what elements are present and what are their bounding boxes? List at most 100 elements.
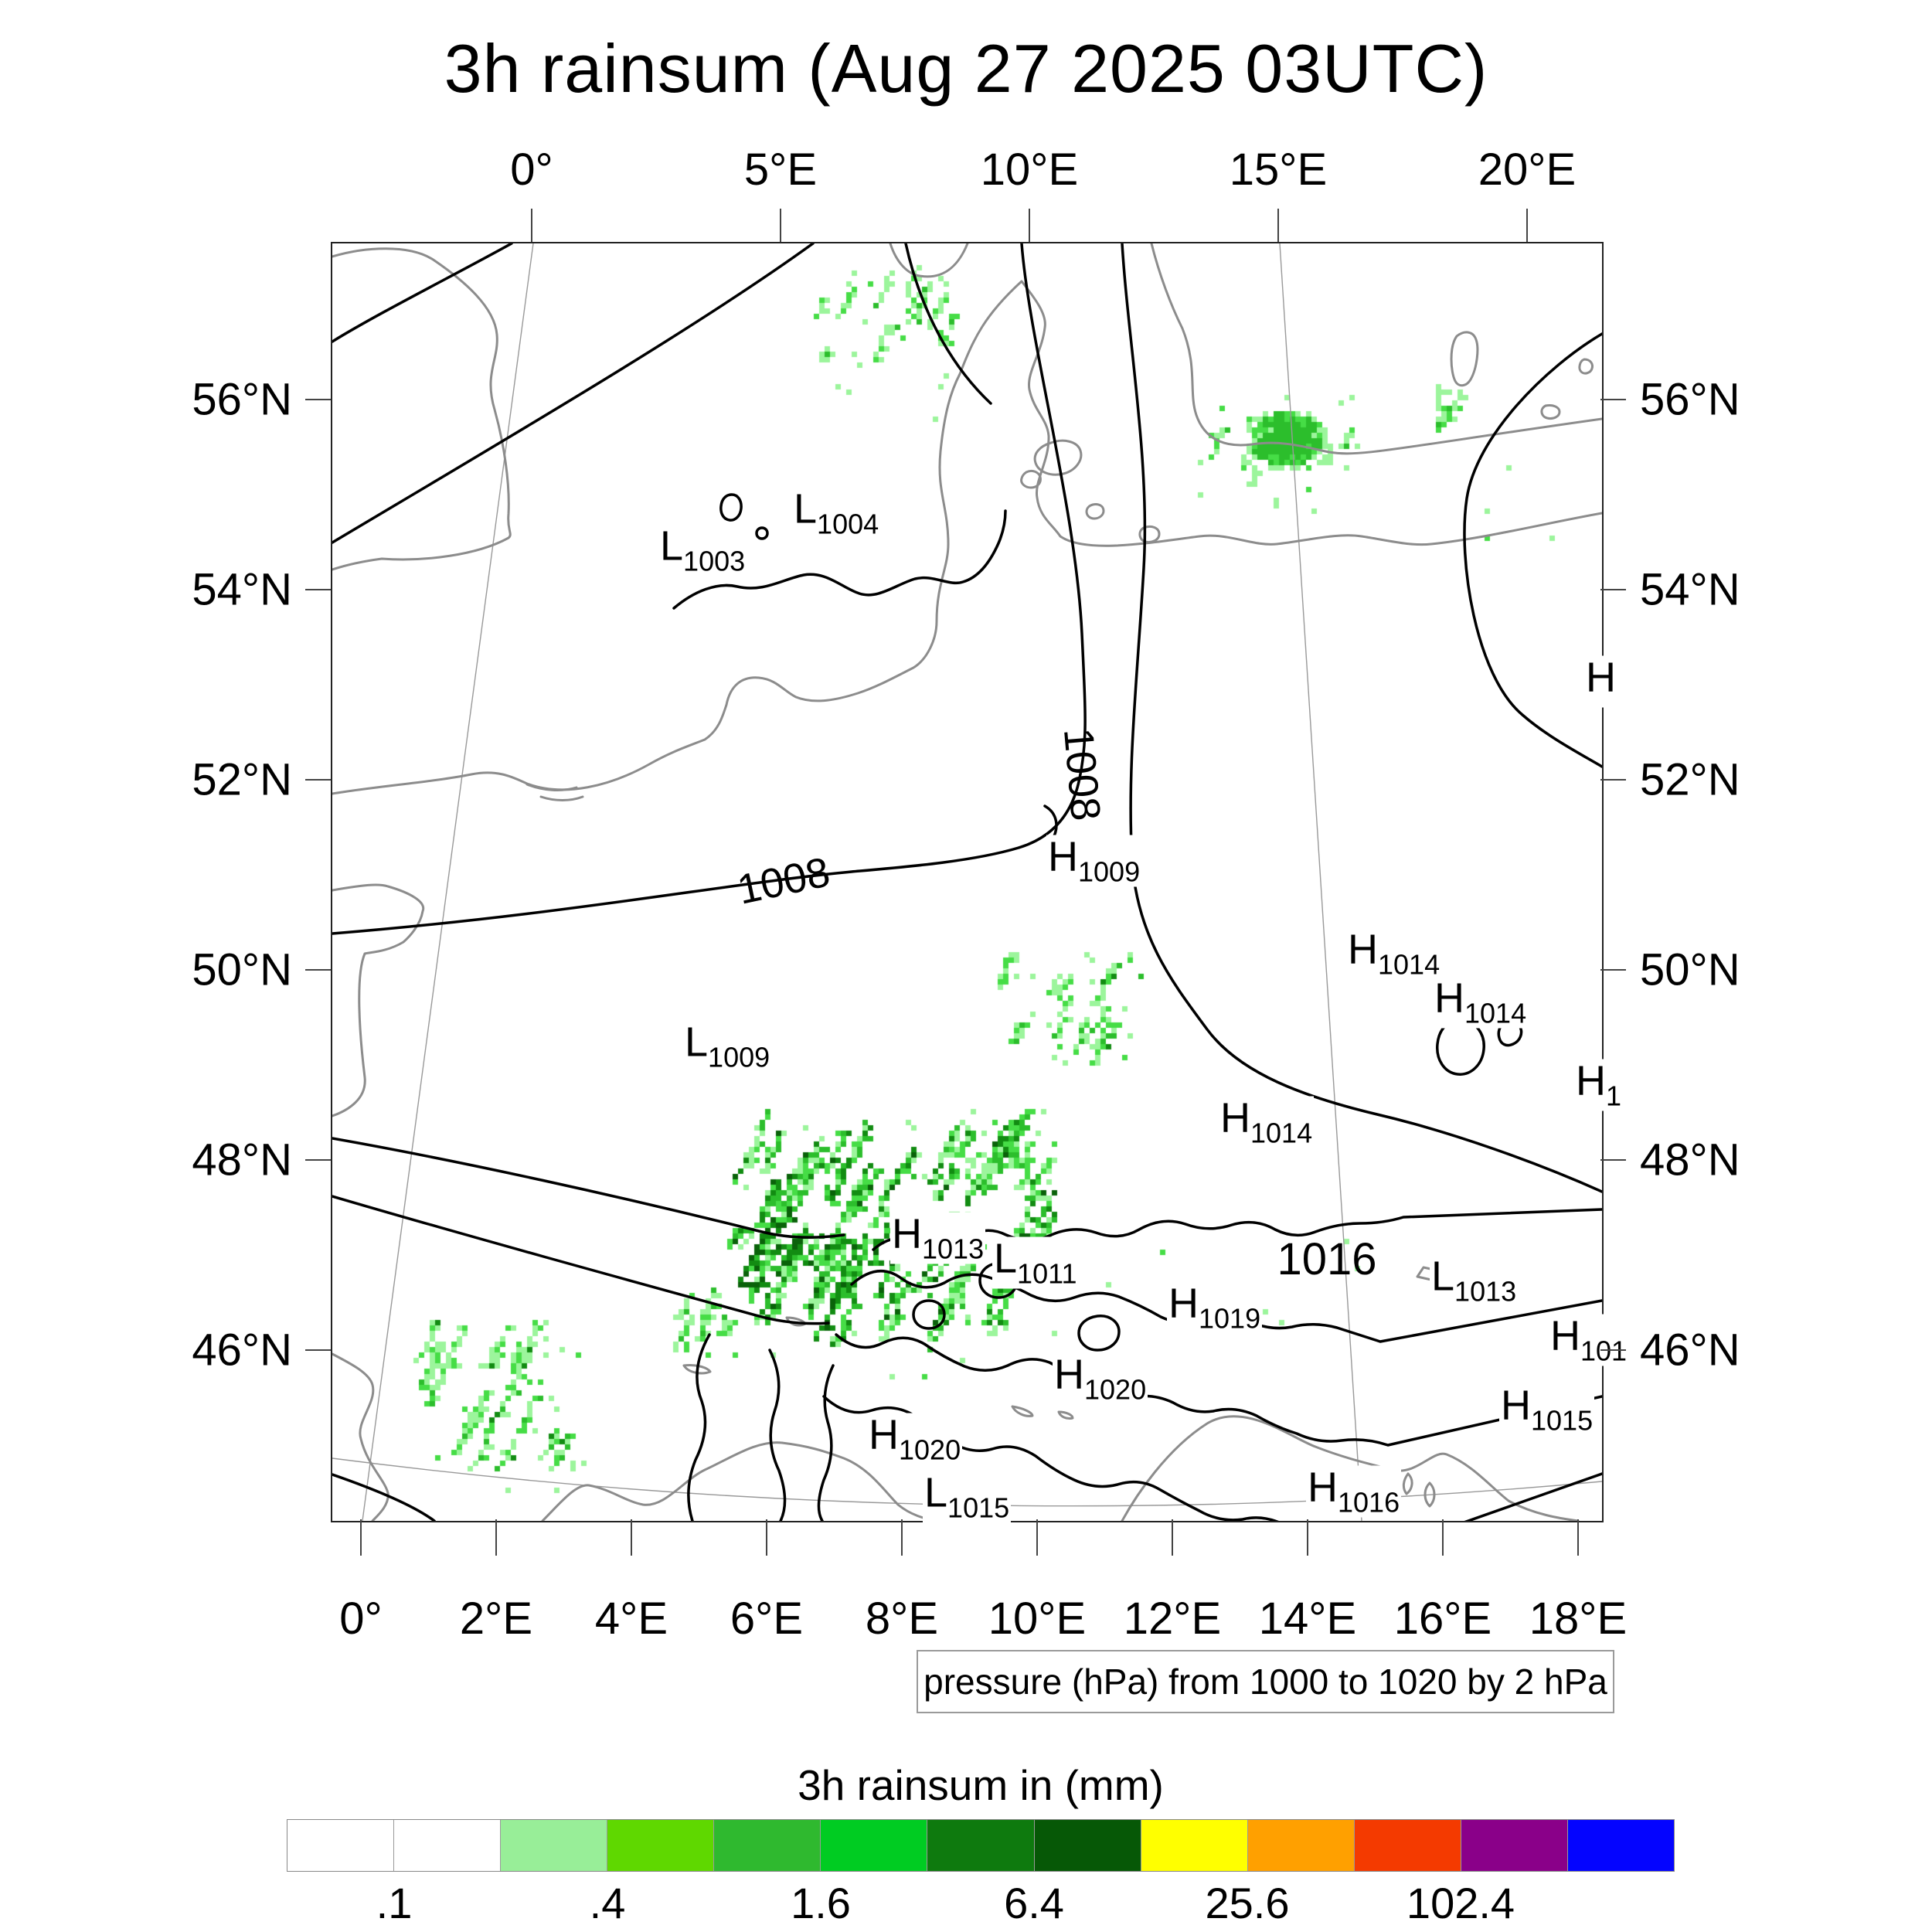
bottom-axis-label: 2°E [459,1594,533,1644]
colorbar-tick-label: 25.6 [1205,1879,1290,1927]
right-tick [1600,779,1626,781]
top-tick [531,209,532,242]
coastline [1150,243,1602,455]
coastline [1011,1405,1034,1417]
coastline [1578,358,1594,375]
pressure-contour [332,1473,436,1521]
top-tick [1277,209,1279,242]
left-tick [305,589,331,590]
weather-map: L1003 L1004 H1009 L1009 H1014 H1014 H1014 H1013… [331,242,1629,1524]
coastline [332,247,512,571]
pressure-contour [1436,1019,1485,1076]
bottom-axis-label: 14°E [1258,1594,1357,1644]
bottom-axis-label: 6°E [730,1594,804,1644]
pressure-center-label: H1020 [867,1411,963,1466]
colorbar-cell [1460,1820,1567,1871]
top-tick [1526,209,1528,242]
bottom-axis-label: 10°E [988,1594,1087,1644]
pressure-caption: pressure (hPa) from 1000 to 1020 by 2 hP… [917,1650,1614,1713]
bottom-tick [766,1519,767,1556]
pressure-center-label: L1004 [792,485,881,540]
colorbar-cell [500,1820,607,1871]
pressure-contour [1463,332,1602,768]
coastline [332,883,425,1117]
colorbar-cell [393,1820,501,1871]
bottom-tick [495,1519,497,1556]
right-axis-label: 46°N [1640,1325,1740,1376]
pressure-center-label: H1009 [1046,833,1142,888]
pressure-contour [332,243,815,544]
rainfall-layer [332,243,1602,1521]
colorbar-cell [1566,1820,1675,1871]
right-tick [1600,1349,1626,1351]
right-tick [1600,1159,1626,1161]
pressure-center-label: L1015 [923,1469,1012,1524]
coastline [526,783,578,791]
right-axis-label: 52°N [1640,754,1740,805]
right-axis-label: 48°N [1640,1134,1740,1185]
right-axis-label: 50°N [1640,944,1740,995]
left-tick [305,969,331,971]
left-axis-label: 48°N [192,1134,292,1185]
pressure-center-label: H101 [1549,1312,1629,1367]
pressure-center-label: H1014 [1433,975,1529,1029]
bottom-axis-label: 18°E [1529,1594,1628,1644]
pressure-center-label: L1011 [992,1235,1079,1290]
pressure-center-label: H1014 [1346,926,1442,981]
pressure-contour [755,526,769,540]
pressure-center-label: H1015 [1499,1382,1595,1437]
bottom-tick [1307,1519,1308,1556]
pressure-contour [768,1349,787,1521]
coastline [1423,1481,1436,1508]
coastline [1450,331,1479,387]
left-axis-label: 46°N [192,1325,292,1376]
colorbar-cell [1140,1820,1247,1871]
bottom-axis-label: 8°E [865,1594,939,1644]
contour-value-label: 1016 [1277,1234,1377,1284]
bottom-tick [1172,1519,1173,1556]
graticule-line [362,243,534,1521]
left-tick [305,1349,331,1351]
right-tick [1600,589,1626,590]
coastline [1540,404,1561,420]
pressure-contour [904,243,992,405]
pressure-center-label: L1013 [1430,1253,1519,1308]
colorbar-cell [1353,1820,1461,1871]
left-tick [305,1159,331,1161]
colorbar-cell [607,1820,714,1871]
pressure-contour [850,1269,1602,1343]
colorbar-cell [820,1820,927,1871]
pressure-contour [332,243,1087,935]
left-tick [305,399,331,400]
colorbar-title: 3h rainsum in (mm) [798,1761,1164,1809]
coastline [332,1352,389,1521]
pressure-contour [332,1137,845,1239]
page-title: 3h rainsum (Aug 27 2025 03UTC) [444,30,1488,107]
coastline [539,795,584,801]
top-axis-label: 20°E [1478,145,1577,195]
bottom-tick [1577,1519,1579,1556]
pressure-center-label: H1013 [890,1210,986,1265]
coastline [1402,1472,1413,1495]
colorbar-cell [713,1820,821,1871]
right-axis-label: 54°N [1640,564,1740,615]
pressure-center-label: H1016 [1306,1464,1402,1519]
coastline [1057,1410,1074,1420]
contour-value-label: 1008 [1054,726,1110,823]
bottom-tick [1036,1519,1038,1556]
colorbar-tick-label: .4 [589,1879,626,1927]
top-axis-label: 5°E [743,145,818,195]
coastline [1085,503,1105,520]
pressure-contour [1077,1315,1121,1352]
colorbar-cell [1247,1820,1354,1871]
coastline [1138,525,1161,543]
bottom-tick [360,1519,362,1556]
coastline [682,1364,712,1375]
left-axis-label: 52°N [192,754,292,805]
colorbar-tick-label: 1.6 [791,1879,851,1927]
right-tick [1600,969,1626,971]
right-tick [1600,399,1626,400]
bottom-tick [901,1519,903,1556]
pressure-contour [332,243,513,343]
top-axis-label: 0° [510,145,553,195]
